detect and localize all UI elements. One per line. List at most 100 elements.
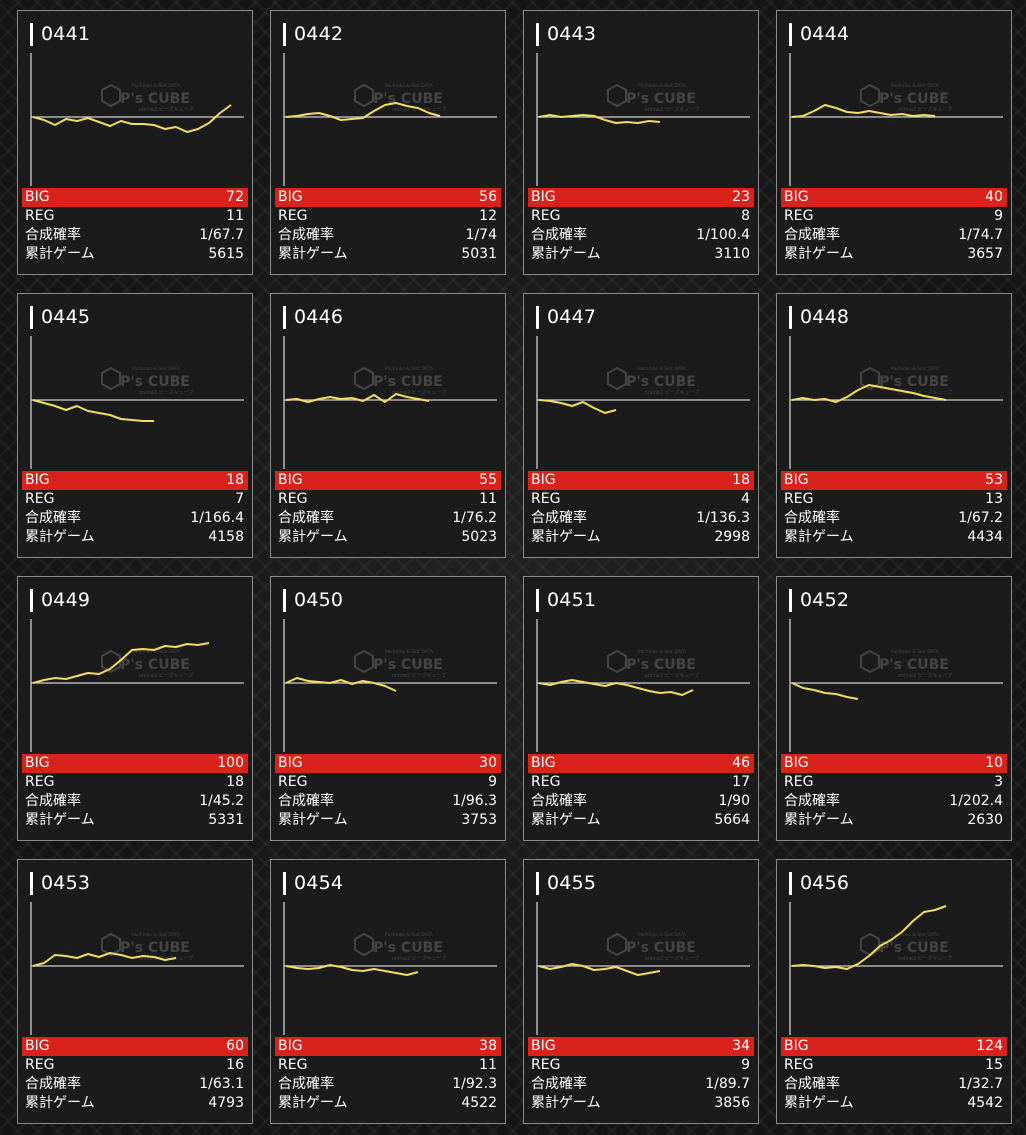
machine-card[interactable]: 0444 Pachinko & Slot DATA P's CUBE onlin… xyxy=(776,10,1012,275)
total-games-row: 累計ゲーム 4434 xyxy=(781,528,1007,547)
graph-trend-line xyxy=(791,905,947,970)
watermark-brand-text: P's CUBE xyxy=(879,374,949,390)
total-games-label: 累計ゲーム xyxy=(531,812,601,828)
big-label: BIG xyxy=(25,189,50,205)
cube-icon xyxy=(354,83,374,108)
big-count: 100 xyxy=(217,755,244,771)
watermark-small-text: Pachinko & Slot DATA xyxy=(132,366,181,372)
trend-graph: Pachinko & Slot DATA P's CUBE online2 ピー… xyxy=(283,53,497,186)
watermark-logo: Pachinko & Slot DATA P's CUBE online2 ピー… xyxy=(101,366,193,396)
big-label: BIG xyxy=(531,1038,556,1054)
reg-row: REG 15 xyxy=(781,1056,1007,1075)
machine-card[interactable]: 0454 Pachinko & Slot DATA P's CUBE onlin… xyxy=(270,859,506,1124)
watermark-brand-text: P's CUBE xyxy=(879,657,949,673)
watermark-small-text: Pachinko & Slot DATA xyxy=(385,83,434,89)
big-label: BIG xyxy=(278,472,303,488)
cube-icon xyxy=(607,366,627,391)
reg-count: 3 xyxy=(994,774,1003,790)
watermark-sub-text: online2 ピーズキューブ xyxy=(898,672,952,679)
total-games-label: 累計ゲーム xyxy=(278,1095,348,1111)
reg-label: REG xyxy=(25,774,55,790)
big-label: BIG xyxy=(278,1038,303,1054)
watermark-small-text: Pachinko & Slot DATA xyxy=(891,932,940,938)
reg-row: REG 18 xyxy=(22,773,248,792)
machine-card[interactable]: 0441 Pachinko & Slot DATA P's CUBE onlin… xyxy=(17,10,253,275)
reg-label: REG xyxy=(531,774,561,790)
big-count: 60 xyxy=(226,1038,244,1054)
reg-count: 11 xyxy=(479,491,497,507)
combined-prob-value: 1/67.7 xyxy=(199,227,244,243)
trend-graph: Pachinko & Slot DATA P's CUBE online2 ピー… xyxy=(536,336,750,469)
total-games-label: 累計ゲーム xyxy=(25,529,95,545)
big-label: BIG xyxy=(25,755,50,771)
machine-card[interactable]: 0447 Pachinko & Slot DATA P's CUBE onlin… xyxy=(523,293,759,558)
trend-graph: Pachinko & Slot DATA P's CUBE online2 ピー… xyxy=(283,902,497,1035)
number-accent-bar xyxy=(30,23,33,46)
combined-prob-label: 合成確率 xyxy=(531,510,587,526)
machine-card[interactable]: 0452 Pachinko & Slot DATA P's CUBE onlin… xyxy=(776,576,1012,841)
reg-label: REG xyxy=(278,208,308,224)
big-count: 40 xyxy=(985,189,1003,205)
combined-prob-value: 1/74 xyxy=(465,227,497,243)
big-row: BIG 34 xyxy=(528,1037,754,1056)
watermark-small-text: Pachinko & Slot DATA xyxy=(638,83,687,89)
machine-card[interactable]: 0455 Pachinko & Slot DATA P's CUBE onlin… xyxy=(523,859,759,1124)
graph-trend-line xyxy=(32,104,232,133)
reg-row: REG 11 xyxy=(275,1056,501,1075)
reg-label: REG xyxy=(25,1057,55,1073)
watermark-logo: Pachinko & Slot DATA P's CUBE online2 ピー… xyxy=(860,932,952,962)
number-accent-bar xyxy=(283,23,286,46)
cube-icon xyxy=(354,932,374,957)
big-count: 34 xyxy=(732,1038,750,1054)
reg-row: REG 7 xyxy=(22,490,248,509)
combined-prob-value: 1/202.4 xyxy=(949,793,1003,809)
reg-row: REG 13 xyxy=(781,490,1007,509)
big-label: BIG xyxy=(531,189,556,205)
combined-prob-row: 合成確率 1/32.7 xyxy=(781,1075,1007,1094)
watermark-brand-text: P's CUBE xyxy=(120,657,190,673)
watermark-logo: Pachinko & Slot DATA P's CUBE online2 ピー… xyxy=(354,83,446,113)
machine-number: 0450 xyxy=(294,589,344,611)
trend-graph: Pachinko & Slot DATA P's CUBE online2 ピー… xyxy=(789,619,1003,752)
machine-number: 0455 xyxy=(547,872,597,894)
combined-prob-label: 合成確率 xyxy=(784,793,840,809)
watermark-small-text: Pachinko & Slot DATA xyxy=(132,649,181,655)
watermark-sub-text: online2 ピーズキューブ xyxy=(645,955,699,962)
combined-prob-row: 合成確率 1/100.4 xyxy=(528,226,754,245)
machine-card[interactable]: 0442 Pachinko & Slot DATA P's CUBE onlin… xyxy=(270,10,506,275)
combined-prob-value: 1/32.7 xyxy=(958,1076,1003,1092)
machine-card[interactable]: 0449 Pachinko & Slot DATA P's CUBE onlin… xyxy=(17,576,253,841)
watermark-small-text: Pachinko & Slot DATA xyxy=(385,366,434,372)
watermark-sub-text: online2 ピーズキューブ xyxy=(645,672,699,679)
total-games-label: 累計ゲーム xyxy=(278,246,348,262)
machine-card[interactable]: 0453 Pachinko & Slot DATA P's CUBE onlin… xyxy=(17,859,253,1124)
machine-number: 0452 xyxy=(800,589,850,611)
reg-count: 8 xyxy=(741,208,750,224)
watermark-logo: Pachinko & Slot DATA P's CUBE online2 ピー… xyxy=(101,932,193,962)
total-games-value: 4434 xyxy=(967,529,1003,545)
machine-card[interactable]: 0450 Pachinko & Slot DATA P's CUBE onlin… xyxy=(270,576,506,841)
machine-card[interactable]: 0448 Pachinko & Slot DATA P's CUBE onlin… xyxy=(776,293,1012,558)
machine-card[interactable]: 0445 Pachinko & Slot DATA P's CUBE onlin… xyxy=(17,293,253,558)
watermark-sub-text: online2 ピーズキューブ xyxy=(139,389,193,396)
graph-trend-line xyxy=(538,399,617,414)
reg-row: REG 8 xyxy=(528,207,754,226)
combined-prob-label: 合成確率 xyxy=(278,1076,334,1092)
big-label: BIG xyxy=(25,472,50,488)
watermark-sub-text: online2 ピーズキューブ xyxy=(898,106,952,113)
machine-number: 0451 xyxy=(547,589,597,611)
reg-count: 9 xyxy=(994,208,1003,224)
machine-card[interactable]: 0456 Pachinko & Slot DATA P's CUBE onlin… xyxy=(776,859,1012,1124)
trend-graph: Pachinko & Slot DATA P's CUBE online2 ピー… xyxy=(30,336,244,469)
graph-trend-line xyxy=(285,964,419,976)
total-games-row: 累計ゲーム 5615 xyxy=(22,245,248,264)
cube-icon xyxy=(607,83,627,108)
machine-card[interactable]: 0443 Pachinko & Slot DATA P's CUBE onlin… xyxy=(523,10,759,275)
reg-label: REG xyxy=(784,491,814,507)
reg-count: 13 xyxy=(985,491,1003,507)
machine-card[interactable]: 0451 Pachinko & Slot DATA P's CUBE onlin… xyxy=(523,576,759,841)
machine-card[interactable]: 0446 Pachinko & Slot DATA P's CUBE onlin… xyxy=(270,293,506,558)
machine-number: 0446 xyxy=(294,306,344,328)
reg-label: REG xyxy=(278,1057,308,1073)
reg-row: REG 12 xyxy=(275,207,501,226)
